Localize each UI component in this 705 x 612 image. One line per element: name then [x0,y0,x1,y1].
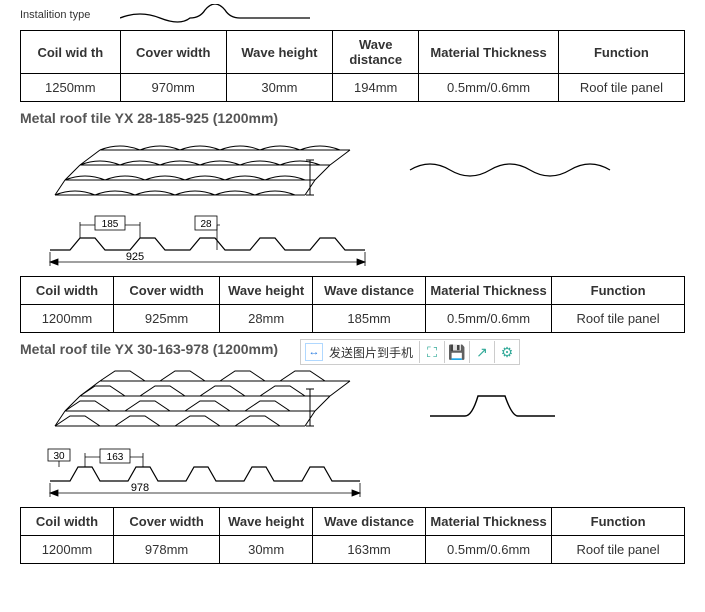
col-wave-distance: Wave distance [333,31,419,74]
dim-28: 28 [200,219,212,230]
dim-185: 185 [102,219,119,230]
col-cover-width: Cover width [113,508,219,536]
cell: 163mm [313,536,426,564]
send-to-phone-label[interactable]: 发送图片到手机 [327,344,419,361]
share-icon[interactable]: ↗ [469,341,494,363]
cell: 185mm [313,305,426,333]
col-coil-width: Coil width [21,277,114,305]
cell: 970mm [120,74,226,102]
col-coil-width: Coil width [21,508,114,536]
cell: 1200mm [21,536,114,564]
col-material-thickness: Material Thickness [426,508,552,536]
dim-978: 978 [131,482,149,494]
diagram-925-svg: 185 28 925 [20,130,680,270]
cell: Roof tile panel [552,536,685,564]
spec-table-3: Coil width Cover width Wave height Wave … [20,507,685,564]
col-coil-width: Coil wid th [21,31,121,74]
cell: 28mm [220,305,313,333]
diagram-978: 30 163 978 [20,361,685,501]
diagram-978-svg: 30 163 978 [20,361,680,501]
cell: 1250mm [21,74,121,102]
table-row: 1200mm 925mm 28mm 185mm 0.5mm/0.6mm Roof… [21,305,685,333]
cell: Roof tile panel [552,305,685,333]
cell: Roof tile panel [558,74,684,102]
cell: 0.5mm/0.6mm [426,536,552,564]
cell: 978mm [113,536,219,564]
table-row: 1250mm 970mm 30mm 194mm 0.5mm/0.6mm Roof… [21,74,685,102]
cell: 30mm [220,536,313,564]
col-wave-distance: Wave distance [313,508,426,536]
table-header-row: Coil wid th Cover width Wave height Wave… [21,31,685,74]
col-wave-height: Wave height [226,31,332,74]
col-cover-width: Cover width [120,31,226,74]
send-arrow-icon[interactable]: ↔ [305,343,323,361]
table-row: 1200mm 978mm 30mm 163mm 0.5mm/0.6mm Roof… [21,536,685,564]
cell: 0.5mm/0.6mm [426,305,552,333]
col-material-thickness: Material Thickness [419,31,558,74]
diagram-925: 185 28 925 [20,130,685,270]
col-cover-width: Cover width [113,277,219,305]
col-wave-height: Wave height [220,277,313,305]
col-function: Function [558,31,684,74]
expand-icon[interactable]: ⛶ [419,341,444,363]
cell: 925mm [113,305,219,333]
dim-30: 30 [53,451,65,462]
table-header-row: Coil width Cover width Wave height Wave … [21,277,685,305]
cell: 1200mm [21,305,114,333]
wave-profile-icon [120,4,310,26]
save-icon[interactable]: 💾 [444,341,469,363]
spec-table-2: Coil width Cover width Wave height Wave … [20,276,685,333]
table-header-row: Coil width Cover width Wave height Wave … [21,508,685,536]
section-title-925: Metal roof tile YX 28-185-925 (1200mm) [20,110,685,126]
cell: 30mm [226,74,332,102]
col-function: Function [552,508,685,536]
col-wave-height: Wave height [220,508,313,536]
cell: 0.5mm/0.6mm [419,74,558,102]
gear-icon[interactable]: ⚙ [494,341,519,363]
dim-163: 163 [107,452,124,463]
dim-925: 925 [126,251,144,263]
spec-table-1: Coil wid th Cover width Wave height Wave… [20,30,685,102]
cell: 194mm [333,74,419,102]
col-wave-distance: Wave distance [313,277,426,305]
col-material-thickness: Material Thickness [426,277,552,305]
installation-type-label: Instalition type [20,9,90,21]
installation-type-row: Instalition type [20,4,685,26]
col-function: Function [552,277,685,305]
